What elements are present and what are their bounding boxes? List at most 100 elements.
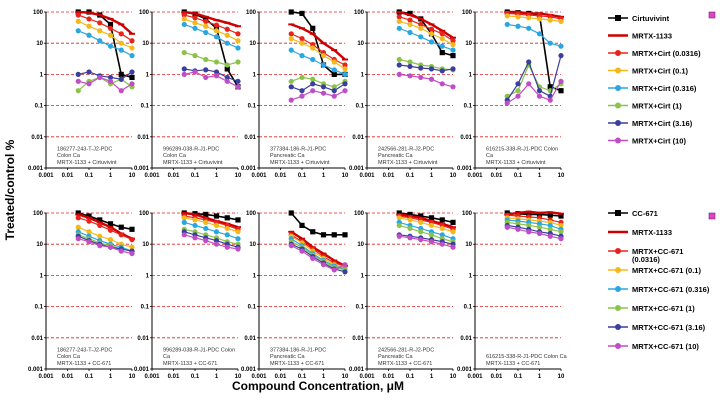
data-point-mrtx-cc-671-10 xyxy=(558,236,564,242)
data-point-mrtx-cirt-3-16 xyxy=(320,84,327,90)
data-point-mrtx-cirt-10 xyxy=(428,76,435,82)
data-point-mrtx-cirt-0-316 xyxy=(192,25,198,31)
legend-label-mrtx-cirt-10: MRTX+Cirt (10) xyxy=(632,137,686,146)
data-point-mrtx-cirt-3-16 xyxy=(418,65,424,71)
y-tick-label: 10 xyxy=(357,41,364,47)
y-tick-label: 10 xyxy=(36,242,43,248)
data-point-mrtx-cc-671-0-1 xyxy=(192,217,198,223)
data-point-cc-671 xyxy=(235,217,241,223)
data-point-mrtx-cirt-0-316 xyxy=(515,23,521,29)
data-point-mrtx-cc-671-10 xyxy=(547,233,553,239)
legend-marker-mrtx-cc-671-0-316 xyxy=(615,286,621,292)
legend-label-mrtx-cirt-1: MRTX+Cirt (1) xyxy=(632,102,682,111)
data-point-mrtx-cirt-3-16 xyxy=(235,78,241,84)
data-point-mrtx-cirt-0-316 xyxy=(439,43,445,49)
x-tick-label: 0.01 xyxy=(491,173,503,179)
data-point-cirtuvivint xyxy=(331,71,337,77)
data-point-mrtx-cirt-3-16 xyxy=(396,62,402,68)
data-point-mrtx-cirt-1 xyxy=(224,62,230,68)
legend-label-mrtx-cirt-3-16: MRTX+Cirt (3.16) xyxy=(632,119,693,128)
y-tick-label: 0.01 xyxy=(352,336,364,342)
y-tick-label: 100 xyxy=(33,10,44,16)
data-point-mrtx-cc-671-10 xyxy=(86,239,92,245)
x-tick-label: 10 xyxy=(450,173,457,179)
data-point-mrtx-cirt-3-16 xyxy=(181,66,187,72)
y-tick-label: 0.001 xyxy=(28,367,44,373)
panel-annotation-line: 377384-186-R-J1-PDC xyxy=(270,347,326,353)
data-point-mrtx-cc-671-0-0316 xyxy=(97,222,103,229)
data-point-mrtx-cirt-1 xyxy=(192,53,198,59)
x-axis-label: Compound Concentration, μM xyxy=(232,379,404,393)
x-tick-label: 10 xyxy=(558,173,565,179)
data-point-mrtx-cc-671-0-0316 xyxy=(75,215,81,221)
data-point-cc-671 xyxy=(310,229,316,235)
data-point-mrtx-cirt-0-1 xyxy=(97,28,103,34)
y-tick-label: 0.1 xyxy=(141,305,150,311)
y-tick-label: 0.1 xyxy=(248,104,257,110)
data-point-mrtx-cirt-10 xyxy=(536,93,543,99)
data-point-cc-671 xyxy=(118,224,124,230)
data-point-mrtx-cirt-0-1 xyxy=(118,40,124,46)
data-point-mrtx-cc-671-1 xyxy=(407,225,413,232)
data-point-mrtx-cirt-10 xyxy=(107,78,114,84)
data-point-mrtx-cirt-3-16 xyxy=(75,71,81,77)
data-point-mrtx-cirt-0-0316 xyxy=(450,38,456,44)
data-point-mrtx-cc-671-10 xyxy=(342,262,348,268)
data-point-mrtx-cirt-0-316 xyxy=(118,47,124,53)
x-tick-label: 1 xyxy=(109,173,113,179)
y-tick-label: 0.1 xyxy=(356,305,365,311)
data-point-mrtx-cc-671-0-316 xyxy=(181,219,187,225)
data-point-mrtx-cc-671-10 xyxy=(129,250,135,257)
x-tick-label: 0.01 xyxy=(491,374,503,380)
data-point-mrtx-cirt-0-0316 xyxy=(118,31,124,37)
data-point-mrtx-cc-671-0-0316 xyxy=(107,227,114,233)
data-point-mrtx-cirt-3-16 xyxy=(203,67,209,73)
legend-label-mrtx-cirt-0-316: MRTX+Cirt (0.316) xyxy=(632,84,697,93)
x-tick-label: 10 xyxy=(342,374,349,380)
panel-r2-p2: 0.001 0.01 0.1 1 10 100 0.001 0.01 0.1 1 10 996289-… xyxy=(134,210,242,380)
y-tick-label: 1 xyxy=(361,273,365,279)
y-tick-label: 100 xyxy=(139,10,150,16)
data-point-mrtx-cirt-1 xyxy=(396,56,402,63)
y-tick-label: 0.001 xyxy=(241,367,257,373)
data-point-mrtx-cirt-0-316 xyxy=(181,21,187,28)
panel-annotation-line: MRTX-1133 + CC-671 xyxy=(57,361,111,367)
data-point-mrtx-cirt-0-1 xyxy=(407,21,413,28)
data-point-mrtx-cirt-0-1 xyxy=(342,66,348,72)
data-point-mrtx-cc-671-0-316 xyxy=(213,229,220,235)
data-point-cc-671 xyxy=(396,210,402,216)
x-tick-label: 1 xyxy=(109,374,113,380)
data-point-mrtx-cirt-3-16 xyxy=(342,81,348,87)
y-tick-label: 100 xyxy=(246,211,257,217)
data-point-cc-671 xyxy=(342,232,348,238)
data-point-mrtx-cirt-0-316 xyxy=(97,38,103,44)
legend-label-mrtx-cc-671-1: MRTX+CC-671 (1) xyxy=(632,304,695,313)
panel-r1-p4: 0.001 0.01 0.1 1 10 100 0.001 0.01 0.1 1 10 242566-… xyxy=(349,9,457,179)
x-tick-label: 0.001 xyxy=(144,374,160,380)
data-point-mrtx-cc-671-0-316 xyxy=(439,232,445,238)
data-point-mrtx-cirt-0-1 xyxy=(235,38,241,44)
series-line-mrtx-cirt-10 xyxy=(290,90,346,101)
data-point-mrtx-cc-671-10 xyxy=(181,232,187,238)
data-point-mrtx-cc-671-0-0316 xyxy=(86,218,92,224)
panel-annotation-line: MRTX-1133 + CC-671 xyxy=(163,361,217,367)
data-point-mrtx-cirt-0-0316 xyxy=(428,26,435,32)
panel-annotation-line: 616215-338-R-J1-PDC Colon Ca xyxy=(486,354,568,360)
series-line-mrtx-cirt-1 xyxy=(184,52,239,66)
data-point-mrtx-cirt-0-1 xyxy=(213,28,220,34)
y-tick-label: 10 xyxy=(357,242,364,248)
panel-r1-p2: 0.001 0.01 0.1 1 10 100 0.001 0.01 0.1 1 10 996289-… xyxy=(134,9,242,179)
panel-r2-p3: 0.001 0.01 0.1 1 10 100 0.001 0.01 0.1 1 10 377384-… xyxy=(241,210,349,380)
legend-label-mrtx-cirt-0-1: MRTX+Cirt (0.1) xyxy=(632,67,689,76)
x-tick-label: 0.001 xyxy=(359,173,375,179)
data-point-mrtx-cirt-3-16 xyxy=(129,69,135,75)
panel-annotation-line: 377384-186-R-J1-PDC xyxy=(270,146,326,152)
data-point-mrtx-cirt-10 xyxy=(547,97,553,103)
data-point-cc-671 xyxy=(407,211,413,218)
data-point-cc-671 xyxy=(299,222,305,229)
data-point-mrtx-cirt-3-16 xyxy=(118,76,124,82)
data-point-mrtx-cc-671-10 xyxy=(428,239,435,245)
panel-annotation-line: Pancreatic Ca xyxy=(270,354,305,360)
y-tick-label: 1 xyxy=(361,72,365,78)
series-line-mrtx-cirt-10 xyxy=(399,73,454,88)
